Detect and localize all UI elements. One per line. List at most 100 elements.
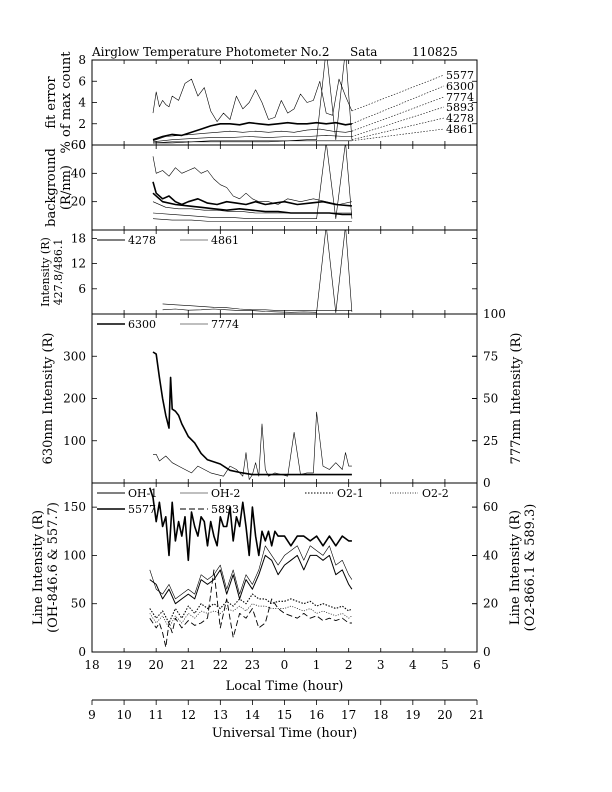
lt-tick-label: 19 [116,658,131,672]
callout-label-4278: 4278 [446,112,474,125]
callout-leader-5893 [351,106,445,137]
series-line-5893 [149,569,352,648]
callout-leader-5577 [351,74,445,112]
callout-label-4861: 4861 [446,123,474,136]
ut-axis-label: Universal Time (hour) [212,726,357,741]
ut-tick-label: 13 [213,708,228,722]
panel-blue_lines: 6 12 18 Intensity (R) 427.8/486.1 4278 4861 [39,229,478,315]
y-tick-label-right: 40 [483,548,498,562]
title-site: Sata [350,45,377,59]
y-tick-label-right: 60 [483,500,498,514]
series-line-6300 [152,181,352,207]
y-tick-label-right: 100 [483,307,506,321]
series-group [152,351,352,480]
y-tick-label: 200 [63,392,86,406]
panel-frame [91,144,478,231]
y-tick-label-right: 75 [483,349,498,363]
series-line-5577 [152,156,352,205]
lt-tick-label: 20 [149,658,164,672]
callout-leader-6300 [351,85,445,125]
y-axis-label-left: 630nm Intensity (R) [41,333,56,465]
y-tick-label-right: 20 [483,597,498,611]
panels: 0 2 4 6 8 fit error% of max count204060backgr… [31,51,538,659]
y-tick-label: 2 [78,117,86,131]
y-tick-label: 60 [71,138,86,152]
callout-label-5893: 5893 [446,101,474,114]
lt-tick-label: 3 [377,658,385,672]
legend-label-5577: 5577 [128,503,156,516]
y-tick-label: 0 [78,645,86,659]
legend-label-6300: 6300 [128,318,156,331]
ut-tick-label: 15 [277,708,292,722]
callout-label-5577: 5577 [446,69,474,82]
series-line-4861 [152,218,352,222]
series-line-6300 [152,121,353,141]
title-date: 110825 [412,45,458,59]
legend-label-7774: 7774 [211,318,239,331]
panel-frame [91,313,478,484]
series-line-4861 [162,303,352,311]
y-tick-label: 50 [71,597,86,611]
y-tick-label: 4 [78,96,86,110]
series-group [162,230,353,314]
y-tick-label: 300 [63,349,86,363]
y-tick-label: 8 [78,53,86,67]
series-line-4278 [152,145,353,219]
ut-tick-label: 10 [116,708,131,722]
ut-tick-label: 18 [373,708,388,722]
panel-frame [91,59,478,146]
y-axis-label: 427.8/486.1 [52,239,65,306]
y-tick-label: 100 [63,434,86,448]
series-line-o2-2 [149,603,353,629]
ut-tick-label: 17 [341,708,356,722]
lt-tick-label: 0 [281,658,289,672]
panel-background: 20 40 60 background (R/nm) [44,138,478,231]
y-tick-label: 0 [78,138,86,152]
lt-axis-label: Local Time (hour) [226,679,344,694]
y-tick-label-right: 50 [483,392,498,406]
y-axis-label-right: 777nm Intensity (R) [509,333,524,465]
title-instrument: Airglow Temperature Photometer No.2 [91,45,330,59]
series-line-5577 [152,78,353,122]
series-group [149,487,353,648]
legend-label-o2-1: O2-1 [337,487,364,500]
ut-tick-label: 14 [245,708,261,722]
series-line-4861 [153,140,352,144]
series-line-oh-1 [149,554,353,605]
lt-tick-label: 18 [84,658,99,672]
legend-label-oh-1: OH-1 [128,487,157,500]
series-line-6300 [152,351,352,476]
y-axis-label: % of max count [59,51,74,154]
panel-fit_error: 0 2 4 6 8 fit error% of max count [44,51,478,154]
legend-label-5893: 5893 [211,503,239,516]
y-tick-label-right: 0 [483,476,491,490]
y-axis-label: Intensity (R) [39,237,52,307]
legend-label-oh-2: OH-2 [211,487,240,500]
legend-label-4861: 4861 [211,234,239,247]
y-axis-label: fit error [44,76,59,129]
y-tick-label: 6 [78,74,86,88]
series-line-4278 [162,230,353,314]
ut-tick-label: 20 [437,708,452,722]
y-axis-label-right: (O2-866.1 & 589.3) [523,504,538,632]
legend-label-4278: 4278 [128,234,156,247]
y-axis-label-left: Line Intensity (R) [31,510,46,625]
series-group [152,60,353,144]
callout-leader-7774 [351,96,445,132]
y-tick-label: 100 [63,548,86,562]
ut-tick-label: 9 [88,708,96,722]
y-tick-label: 20 [71,195,86,209]
lt-tick-label: 21 [181,658,196,672]
callout-label-6300: 6300 [446,80,474,93]
series-line-oh-2 [149,545,353,600]
chart-title: Airglow Temperature Photometer No.2 Sata… [91,45,458,59]
series-line-5577 [149,487,352,562]
y-tick-label-right: 25 [483,434,498,448]
y-tick-label: 150 [63,500,86,514]
y-tick-label: 18 [71,231,86,245]
y-axis-label-right: Line Intensity (R) [508,510,523,625]
